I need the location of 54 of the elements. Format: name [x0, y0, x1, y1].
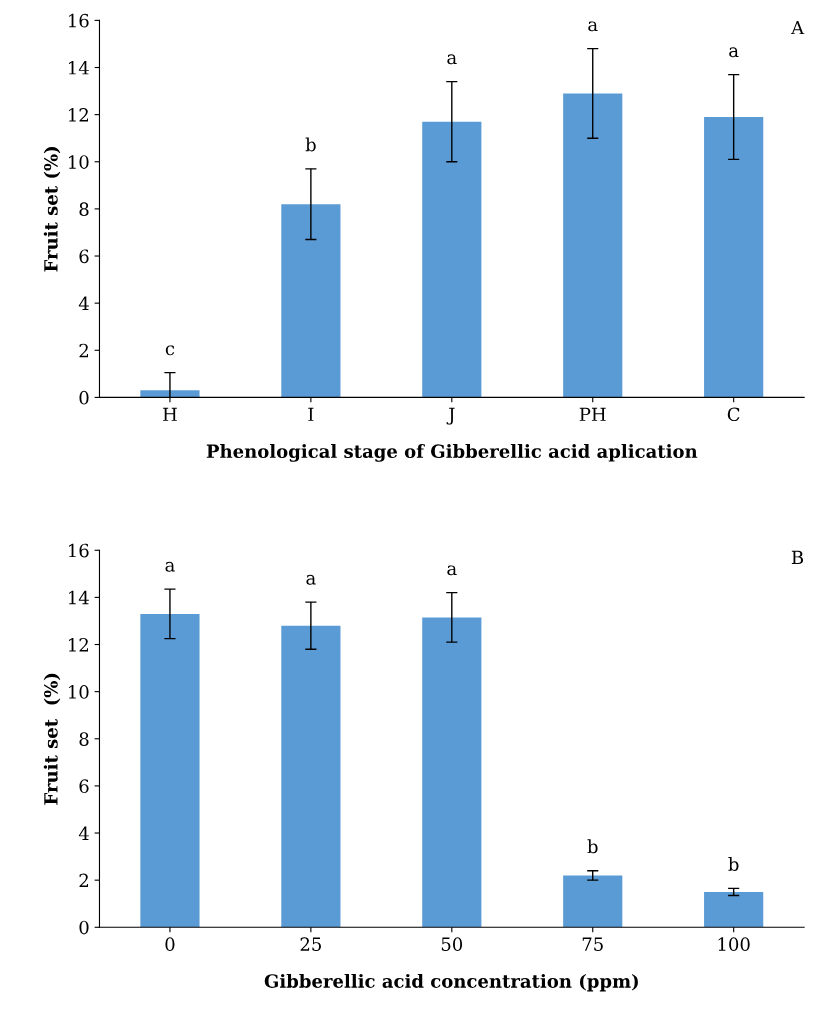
y-axis-title: Fruit set (%)	[43, 673, 61, 805]
annotation: B	[791, 550, 804, 564]
y-tick-label: 12	[68, 108, 88, 122]
x-tick-label: 0	[165, 937, 175, 951]
x-tick-label: I	[308, 407, 314, 421]
x-tick-label: 25	[300, 937, 321, 951]
x-tick-label: H	[163, 407, 177, 421]
x-tick-label: 75	[582, 937, 603, 951]
y-tick-label: 6	[79, 779, 89, 794]
annotation: a	[447, 565, 457, 576]
y-tick-label: 14	[68, 590, 89, 605]
bar	[140, 613, 200, 928]
x-tick-label: PH	[579, 407, 606, 421]
bar	[422, 617, 482, 928]
annotation: A	[790, 20, 805, 35]
annotation: c	[165, 345, 175, 356]
annotation: a	[306, 574, 316, 585]
bar	[140, 390, 200, 398]
y-tick-label: 12	[68, 637, 88, 652]
y-axis-title: Fruit set (%)	[43, 147, 61, 272]
annotation: b	[728, 857, 739, 872]
y-tick-label: 16	[68, 13, 89, 28]
y-tick-label: 10	[68, 155, 89, 169]
annotation: a	[729, 47, 739, 58]
x-axis-title: Gibberellic acid concentration (ppm)	[264, 973, 638, 992]
bar	[704, 891, 764, 928]
y-tick-label: 10	[68, 685, 89, 699]
bar	[281, 204, 341, 398]
annotation: b	[305, 137, 316, 152]
bar	[422, 121, 482, 398]
annotation: a	[165, 561, 175, 572]
x-axis-title: Phenological stage of Gibberellic acid aplication	[206, 444, 698, 462]
y-tick-label: 16	[68, 543, 89, 558]
y-tick-label: 14	[68, 60, 89, 75]
annotation: a	[447, 54, 457, 65]
y-tick-label: 8	[79, 732, 89, 746]
y-tick-label: 2	[79, 343, 88, 358]
bar	[563, 93, 623, 398]
bar	[704, 116, 764, 398]
annotation: b	[587, 839, 598, 854]
y-tick-label: 0	[79, 390, 89, 405]
x-tick-label: 50	[441, 937, 463, 951]
y-tick-label: 8	[79, 202, 89, 217]
annotation: a	[588, 21, 598, 32]
bar	[281, 625, 341, 928]
y-tick-label: 2	[79, 873, 88, 888]
y-tick-label: 6	[79, 249, 89, 264]
bar	[563, 875, 623, 928]
y-tick-label: 4	[78, 296, 89, 311]
y-tick-label: 4	[78, 826, 89, 840]
y-tick-label: 0	[79, 920, 89, 935]
x-tick-label: 100	[718, 937, 750, 951]
x-tick-label: C	[727, 407, 740, 422]
x-tick-label: J	[446, 407, 455, 425]
